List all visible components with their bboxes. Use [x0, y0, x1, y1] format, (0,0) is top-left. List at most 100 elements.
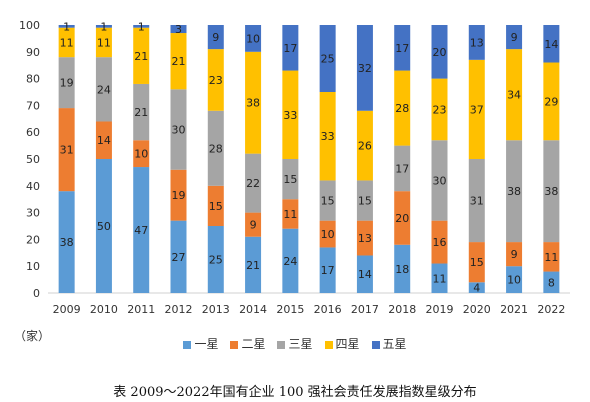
bar-segment — [245, 25, 262, 52]
data-label: 20 — [395, 212, 409, 225]
legend: 一星 二星 三星 四星 五星 — [0, 335, 590, 352]
bar-segment — [282, 70, 299, 159]
data-label: 10 — [134, 148, 148, 161]
y-tick-label: 80 — [26, 73, 40, 86]
x-tick-label: 2010 — [90, 303, 118, 316]
data-label: 22 — [246, 177, 260, 190]
bar-segment — [394, 191, 411, 245]
data-label: 25 — [321, 53, 335, 66]
data-label: 15 — [321, 195, 335, 208]
data-label: 15 — [283, 173, 297, 186]
bar-segment — [170, 169, 187, 221]
data-label: 18 — [395, 263, 409, 276]
data-label: 13 — [358, 232, 372, 245]
bar-segment — [319, 25, 336, 92]
bar-segment — [506, 266, 523, 293]
legend-label: 三星 — [288, 337, 313, 351]
bar-segment — [543, 140, 560, 243]
data-label: 17 — [395, 42, 409, 55]
bar-segment — [543, 242, 560, 272]
bar-segment — [356, 110, 373, 181]
bar-segment — [207, 110, 224, 186]
legend-label: 一星 — [194, 337, 219, 351]
y-tick-label: 10 — [26, 260, 40, 273]
data-label: 38 — [60, 236, 74, 249]
data-label: 17 — [395, 162, 409, 175]
bar-segment — [431, 25, 448, 79]
bar-segment — [356, 25, 373, 111]
data-label: 14 — [544, 38, 558, 51]
data-label: 31 — [470, 195, 484, 208]
data-label: 11 — [97, 36, 111, 49]
bar-segment — [133, 83, 150, 141]
bar-segment — [282, 25, 299, 71]
bar-segment — [394, 25, 411, 71]
data-label: 28 — [209, 142, 223, 155]
data-label: 25 — [209, 254, 223, 267]
data-label: 11 — [60, 36, 74, 49]
bar-segment — [282, 159, 299, 200]
bar-segment — [319, 220, 336, 248]
bar-segment — [95, 25, 112, 28]
data-label: 33 — [321, 130, 335, 143]
x-tick-label: 2014 — [239, 303, 267, 316]
bar-segment — [133, 140, 150, 168]
data-label: 10 — [321, 228, 335, 241]
y-tick-label: 40 — [26, 180, 40, 193]
bar-segment — [170, 33, 187, 90]
bar-segment — [394, 70, 411, 146]
data-label: 21 — [134, 50, 148, 63]
bar-segment — [95, 121, 112, 159]
data-label: 3 — [175, 23, 182, 36]
x-tick-label: 2009 — [53, 303, 81, 316]
bar-segment — [319, 92, 336, 181]
y-tick-label: 20 — [26, 233, 40, 246]
data-label: 20 — [433, 46, 447, 59]
data-label: 23 — [209, 74, 223, 87]
legend-swatch — [324, 340, 333, 349]
bar-segment — [245, 153, 262, 213]
data-label: 11 — [433, 272, 447, 285]
x-tick-label: 2012 — [165, 303, 193, 316]
data-label: 30 — [433, 174, 447, 187]
data-label: 14 — [97, 134, 111, 147]
bar-segment — [506, 140, 523, 243]
x-tick-label: 2018 — [388, 303, 416, 316]
bar-segment — [95, 159, 112, 293]
bar-segment — [468, 159, 485, 243]
bar-segment — [58, 108, 75, 192]
bar-segment — [431, 140, 448, 221]
x-tick-label: 2021 — [500, 303, 528, 316]
y-tick-label: 100 — [19, 19, 40, 32]
data-label: 1 — [63, 20, 70, 33]
x-tick-label: 2019 — [426, 303, 454, 316]
legend-item: 三星 — [277, 335, 313, 352]
data-label: 9 — [511, 31, 518, 44]
data-label: 16 — [433, 236, 447, 249]
data-label: 24 — [283, 255, 297, 268]
data-label: 38 — [507, 185, 521, 198]
data-label: 10 — [246, 32, 260, 45]
data-label: 8 — [548, 276, 555, 289]
data-label: 1 — [138, 20, 145, 33]
bar-segment — [207, 25, 224, 50]
bar-segment — [245, 236, 262, 293]
bar-segment — [58, 191, 75, 293]
bar-segment — [431, 263, 448, 293]
stacked-bar-chart: 0102030405060708090100383119111200950142… — [19, 19, 570, 316]
data-label: 17 — [321, 264, 335, 277]
bar-segment — [356, 255, 373, 293]
bar-segment — [394, 244, 411, 293]
legend-swatch — [183, 340, 192, 349]
y-tick-label: 90 — [26, 46, 40, 59]
bar-segment — [468, 282, 485, 293]
data-label: 38 — [544, 185, 558, 198]
data-label: 9 — [212, 31, 219, 44]
bar-segment — [468, 242, 485, 283]
bar-segment — [133, 167, 150, 293]
bar-segment — [319, 180, 336, 221]
bar-segment — [319, 247, 336, 293]
bar-segment — [245, 51, 262, 154]
bar-segment — [356, 220, 373, 256]
data-label: 9 — [250, 219, 257, 232]
